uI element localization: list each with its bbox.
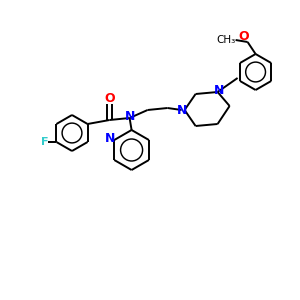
Text: F: F: [41, 137, 48, 147]
Text: N: N: [105, 133, 116, 146]
Text: N: N: [124, 110, 135, 124]
Text: O: O: [238, 31, 249, 44]
Text: N: N: [176, 104, 187, 118]
Text: O: O: [104, 92, 115, 104]
Text: N: N: [213, 83, 224, 97]
Text: CH₃: CH₃: [216, 35, 235, 45]
